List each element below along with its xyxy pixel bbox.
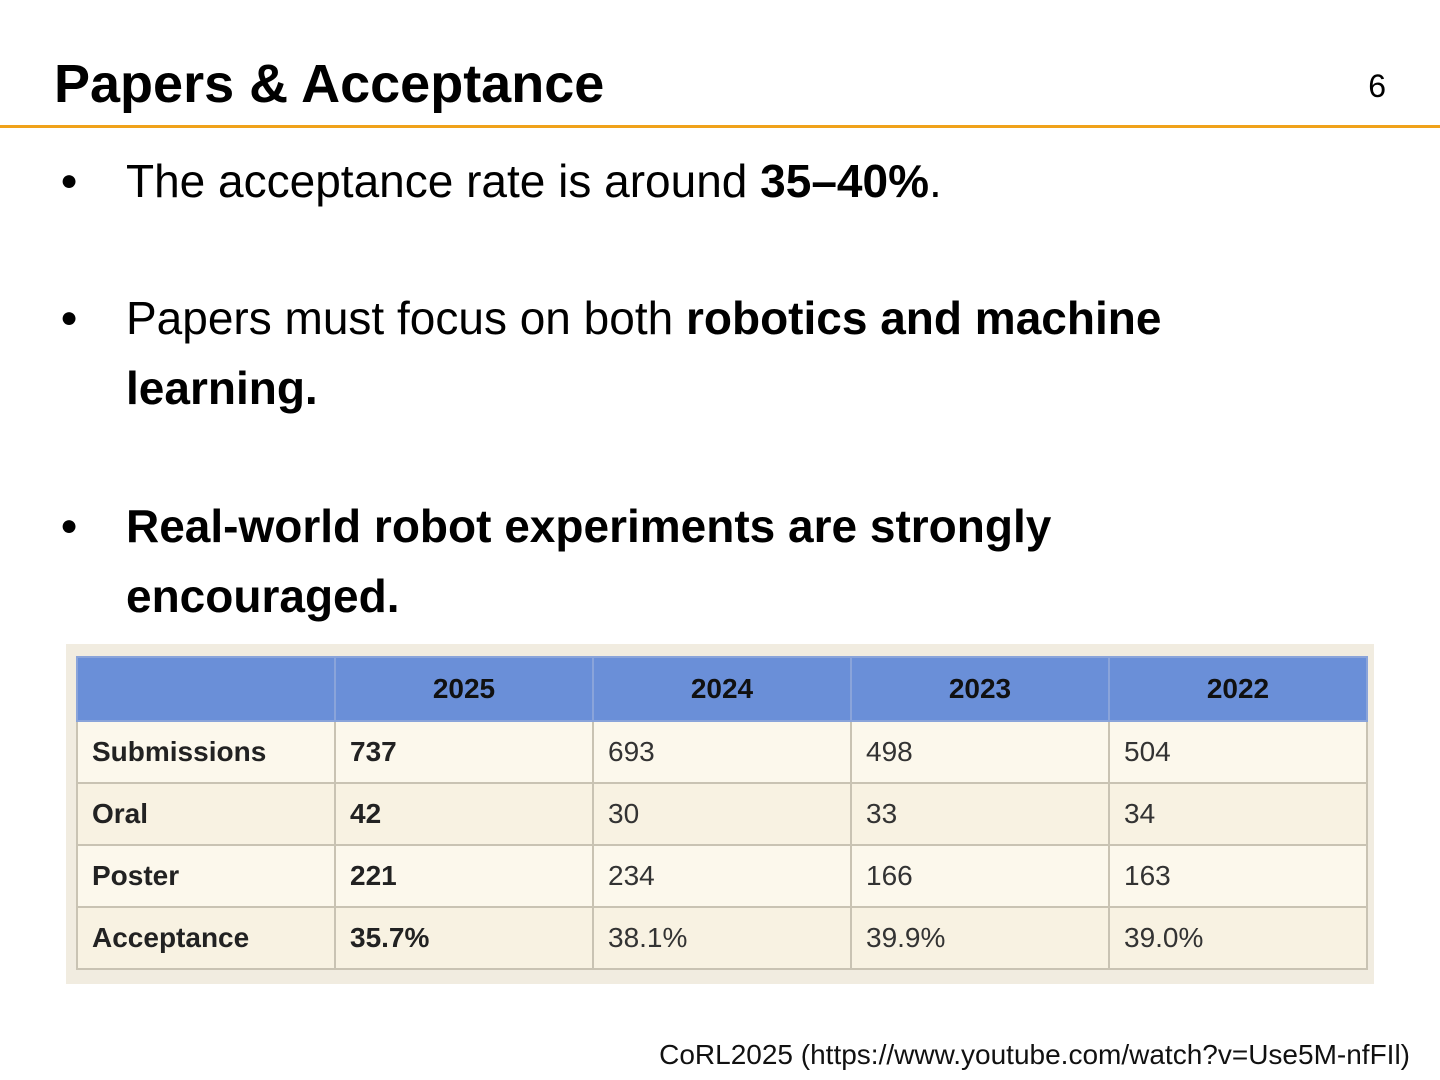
table-cell: 504 bbox=[1108, 720, 1368, 784]
table-cell: 38.1% bbox=[592, 906, 852, 970]
table-cell: 39.0% bbox=[1108, 906, 1368, 970]
acceptance-stats-table: 2025 2024 2023 2022 Submissions 737 693 … bbox=[76, 656, 1368, 970]
table-cell: 163 bbox=[1108, 844, 1368, 908]
table-cell: 39.9% bbox=[850, 906, 1110, 970]
table-header-corner bbox=[76, 656, 336, 722]
slide-title: Papers & Acceptance bbox=[54, 54, 605, 114]
table-cell: 34 bbox=[1108, 782, 1368, 846]
table-header-year: 2025 bbox=[334, 656, 594, 722]
table-row: Poster 221 234 166 163 bbox=[76, 844, 1368, 908]
table-cell: 35.7% bbox=[334, 906, 594, 970]
bullet-dot-icon: ● bbox=[60, 164, 79, 197]
table-cell: 234 bbox=[592, 844, 852, 908]
table-cell: 737 bbox=[334, 720, 594, 784]
page-number: 6 bbox=[1368, 68, 1386, 104]
table-cell: 166 bbox=[850, 844, 1110, 908]
table-cell: 221 bbox=[334, 844, 594, 908]
table-header-row: 2025 2024 2023 2022 bbox=[76, 656, 1368, 722]
table-cell: 498 bbox=[850, 720, 1110, 784]
row-label: Submissions bbox=[76, 720, 336, 784]
row-label: Poster bbox=[76, 844, 336, 908]
bullet-text: Real-world robot experiments are strongl… bbox=[126, 500, 1052, 622]
row-label: Oral bbox=[76, 782, 336, 846]
table-row: Oral 42 30 33 34 bbox=[76, 782, 1368, 846]
table-row: Acceptance 35.7% 38.1% 39.9% 39.0% bbox=[76, 906, 1368, 970]
table-cell: 42 bbox=[334, 782, 594, 846]
table-cell: 693 bbox=[592, 720, 852, 784]
table-header-year: 2024 bbox=[592, 656, 852, 722]
bullet-text: The acceptance rate is around 35–40%. bbox=[126, 155, 942, 207]
bullet-dot-icon: ● bbox=[60, 509, 79, 542]
row-label: Acceptance bbox=[76, 906, 336, 970]
table-row: Submissions 737 693 498 504 bbox=[76, 720, 1368, 784]
table-header-year: 2023 bbox=[850, 656, 1110, 722]
source-citation: CoRL2025 (https://www.youtube.com/watch?… bbox=[659, 1039, 1410, 1070]
table-cell: 30 bbox=[592, 782, 852, 846]
bullet-dot-icon: ● bbox=[60, 301, 79, 334]
table-cell: 33 bbox=[850, 782, 1110, 846]
table-header-year: 2022 bbox=[1108, 656, 1368, 722]
title-divider bbox=[0, 125, 1440, 128]
bullet-text: Papers must focus on both robotics and m… bbox=[126, 292, 1162, 414]
